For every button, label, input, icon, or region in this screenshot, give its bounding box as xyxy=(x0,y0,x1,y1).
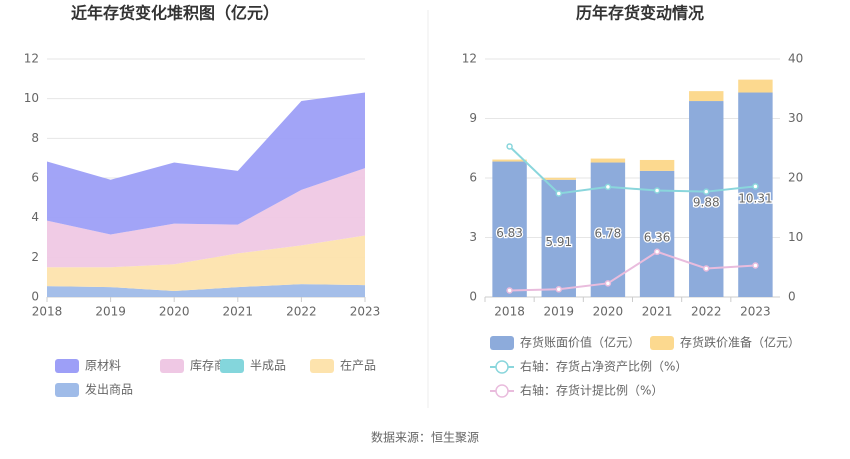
point xyxy=(752,183,759,190)
legend-label: 右轴：存货计提比例（%） xyxy=(520,383,663,398)
legend-label: 存货账面价值（亿元） xyxy=(520,335,640,350)
point xyxy=(703,188,710,195)
line xyxy=(509,250,756,292)
point xyxy=(752,262,759,269)
bar xyxy=(492,159,527,162)
point xyxy=(506,287,513,294)
point xyxy=(653,187,661,194)
legend-label: 发出商品 xyxy=(85,382,133,397)
y2-tick-label: 0 xyxy=(788,290,796,304)
bar xyxy=(492,161,527,297)
legend-label: 右轴：存货占净资产比例（%） xyxy=(520,359,687,374)
legend-label: 存货跌价准备（亿元） xyxy=(680,335,800,350)
area xyxy=(47,92,365,235)
y2-tick-label: 20 xyxy=(788,171,803,185)
legend-swatch xyxy=(55,359,79,373)
point xyxy=(604,183,612,191)
bar-label: 6.83 xyxy=(496,226,523,240)
bar xyxy=(590,158,626,163)
point xyxy=(555,286,562,293)
x-tick-label: 2023 xyxy=(350,305,381,319)
point xyxy=(703,265,710,272)
y2-tick-label: 10 xyxy=(788,230,803,244)
x-tick-label: 2022 xyxy=(286,305,317,319)
legend-label: 在产品 xyxy=(340,359,376,373)
chart-title: 近年存货变化堆积图（亿元） xyxy=(71,4,279,23)
y-tick-label: 10 xyxy=(24,91,39,105)
x-tick-label: 2019 xyxy=(543,305,574,319)
legend-swatch xyxy=(220,359,244,373)
bar xyxy=(541,179,576,297)
x-tick-label: 2021 xyxy=(642,305,673,319)
bar xyxy=(738,79,773,93)
point xyxy=(653,248,661,256)
point xyxy=(555,190,562,197)
y-tick-label: 0 xyxy=(31,290,39,304)
legend-label: 原材料 xyxy=(85,359,121,373)
legend-swatch xyxy=(310,359,334,373)
y-tick-label: 8 xyxy=(31,131,39,145)
legend-label: 半成品 xyxy=(250,359,286,373)
y-tick-label: 12 xyxy=(24,52,39,66)
y-tick-label: 12 xyxy=(462,52,477,66)
y-tick-label: 6 xyxy=(31,171,39,185)
x-tick-label: 2020 xyxy=(159,305,190,319)
y-tick-label: 2 xyxy=(31,250,39,264)
y-tick-label: 3 xyxy=(469,230,477,244)
point xyxy=(604,280,612,287)
y2-tick-label: 30 xyxy=(788,111,803,125)
area xyxy=(47,284,365,297)
x-tick-label: 2019 xyxy=(95,305,126,319)
line xyxy=(508,145,756,195)
bar xyxy=(689,91,724,102)
bar-label: 6.36 xyxy=(644,230,671,244)
bar-label: 9.88 xyxy=(693,196,720,210)
x-tick-label: 2021 xyxy=(223,305,254,319)
x-tick-label: 2018 xyxy=(494,305,525,319)
bar-label: 10.31 xyxy=(738,191,772,205)
y-tick-label: 0 xyxy=(469,290,477,304)
legend-swatch xyxy=(490,336,514,350)
x-tick-label: 2022 xyxy=(691,305,722,319)
bar-label: 5.91 xyxy=(545,235,572,249)
legend-marker xyxy=(495,384,509,398)
point xyxy=(506,143,513,150)
y-tick-label: 6 xyxy=(469,171,477,185)
legend-swatch xyxy=(55,383,79,397)
x-tick-label: 2023 xyxy=(740,305,771,319)
bar xyxy=(639,159,675,171)
x-tick-label: 2020 xyxy=(593,305,624,319)
y2-tick-label: 40 xyxy=(788,52,803,66)
x-tick-label: 2018 xyxy=(32,305,63,319)
bar xyxy=(541,177,576,180)
source: 数据来源：恒生聚源 xyxy=(371,430,479,445)
area xyxy=(47,168,365,268)
area xyxy=(47,235,365,292)
chart-title: 历年存货变动情况 xyxy=(576,4,704,23)
y-tick-label: 9 xyxy=(469,111,477,125)
bar-label: 6.78 xyxy=(595,226,622,240)
legend-marker xyxy=(495,360,509,374)
legend-swatch xyxy=(160,359,184,373)
y-tick-label: 4 xyxy=(31,210,39,224)
legend-swatch xyxy=(650,336,674,350)
